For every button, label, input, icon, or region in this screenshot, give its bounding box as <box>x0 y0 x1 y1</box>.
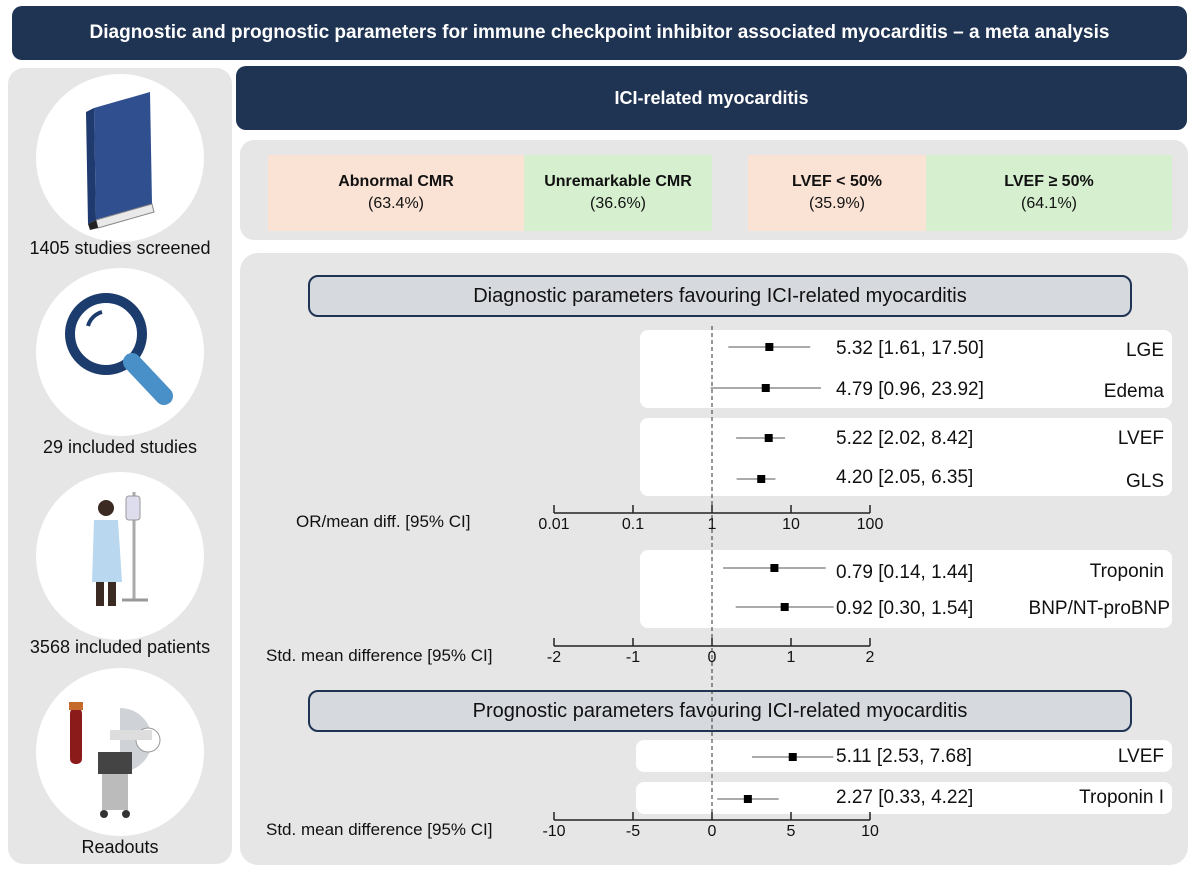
prognostic-section-title: Prognostic parameters favouring ICI-rela… <box>308 690 1132 732</box>
tile-label: Unremarkable CMR <box>544 173 692 190</box>
point-estimate <box>761 384 770 392</box>
lvef-low-tile: LVEF < 50% (35.9%) <box>748 155 926 231</box>
tick-label: -10 <box>542 823 566 840</box>
estimate-text: 5.11 [2.53, 7.68] <box>836 746 972 767</box>
axis-title: Std. mean difference [95% CI] <box>266 820 493 839</box>
tick-label: -1 <box>625 649 641 666</box>
row-label: Edema <box>1103 381 1164 402</box>
tick-label: 0 <box>707 823 717 840</box>
abnormal-cmr-tile: Abnormal CMR (63.4%) <box>268 155 524 231</box>
diagnostic-section-title: Diagnostic parameters favouring ICI-rela… <box>308 275 1132 317</box>
row-label: BNP/NT-proBNP <box>1028 598 1170 619</box>
axis-title: Std. mean difference [95% CI] <box>266 646 493 665</box>
tile-value: (36.6%) <box>589 195 647 212</box>
row-group-box <box>640 330 1172 408</box>
tile-value: (35.9%) <box>808 195 866 212</box>
row-label: GLS <box>1125 471 1164 492</box>
row-label: LVEF <box>1117 428 1164 449</box>
lvef-high-tile: LVEF ≥ 50% (64.1%) <box>926 155 1172 231</box>
step-label: Readouts <box>81 837 159 857</box>
row-label: LGE <box>1125 340 1164 361</box>
patient-icon <box>36 472 204 640</box>
estimate-text: 5.32 [1.61, 17.50] <box>836 338 984 359</box>
estimate-text: 4.79 [0.96, 23.92] <box>836 379 984 400</box>
tile-value: (64.1%) <box>1020 195 1078 212</box>
point-estimate <box>765 343 774 351</box>
estimate-text: 0.79 [0.14, 1.44] <box>836 562 974 583</box>
point-estimate <box>764 434 773 442</box>
tick-label: 10 <box>861 823 879 840</box>
estimate-text: 0.92 [0.30, 1.54] <box>836 598 974 619</box>
magnifier-icon <box>36 268 204 436</box>
tick-label: 2 <box>865 649 875 666</box>
row-group-box <box>636 782 1172 814</box>
point-estimate <box>780 603 789 611</box>
step-label: 3568 included patients <box>29 637 211 657</box>
page-title: Diagnostic and prognostic parameters for… <box>12 6 1187 60</box>
tick-label: 1 <box>786 649 796 666</box>
tick-label: 5 <box>786 823 796 840</box>
book-icon <box>36 74 204 242</box>
row-label: Troponin <box>1089 561 1164 582</box>
axis-title: OR/mean diff. [95% CI] <box>296 512 471 531</box>
point-estimate <box>788 753 797 761</box>
tile-label: LVEF < 50% <box>792 173 882 190</box>
row-group-box <box>640 550 1172 628</box>
row-group-box <box>640 418 1172 496</box>
point-estimate <box>770 564 779 572</box>
tile-value: (63.4%) <box>367 195 425 212</box>
lab-equipment-icon <box>36 668 204 836</box>
tile-label: LVEF ≥ 50% <box>1004 173 1094 190</box>
point-estimate <box>757 475 766 483</box>
tick-label: 100 <box>856 516 884 533</box>
step-label: 29 included studies <box>42 437 198 457</box>
tick-label: 10 <box>782 516 800 533</box>
row-group-box <box>636 740 1172 772</box>
estimate-text: 2.27 [0.33, 4.22] <box>836 787 974 808</box>
section-header: ICI-related myocarditis <box>236 66 1187 130</box>
estimate-text: 4.20 [2.05, 6.35] <box>836 467 974 488</box>
row-label: Troponin I <box>1079 787 1164 808</box>
unremarkable-cmr-tile: Unremarkable CMR (36.6%) <box>524 155 712 231</box>
step-label: 1405 studies screened <box>29 238 211 258</box>
row-label: LVEF <box>1117 746 1164 767</box>
tick-label: -5 <box>625 823 641 840</box>
point-estimate <box>743 795 752 803</box>
tick-label: -2 <box>546 649 562 666</box>
estimate-text: 5.22 [2.02, 8.42] <box>836 428 974 449</box>
tick-label: 0.1 <box>621 516 645 533</box>
tile-label: Abnormal CMR <box>338 173 454 190</box>
tick-label: 0.01 <box>538 516 570 533</box>
